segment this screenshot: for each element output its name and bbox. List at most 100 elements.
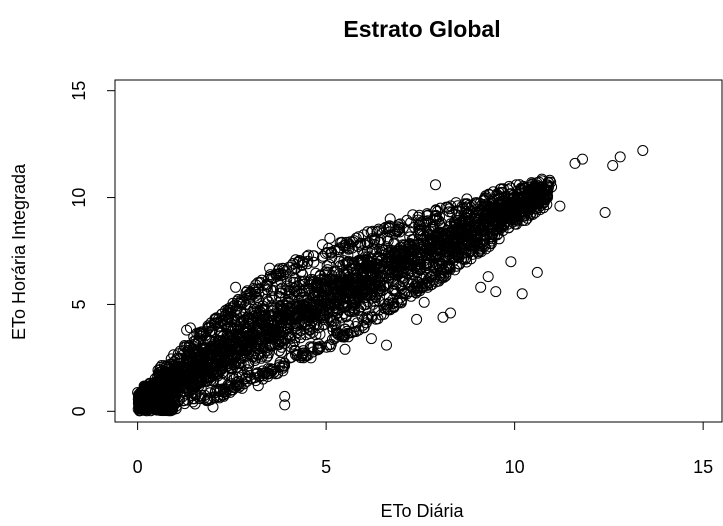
data-point	[312, 337, 324, 349]
data-point	[445, 307, 456, 319]
data-point	[272, 339, 284, 351]
data-point	[389, 273, 401, 285]
data-point	[262, 273, 274, 285]
data-point	[495, 211, 507, 223]
data-point	[387, 250, 399, 262]
data-point	[348, 258, 360, 270]
data-point	[569, 157, 581, 169]
data-point	[263, 347, 275, 359]
data-point	[277, 360, 288, 372]
data-point	[335, 270, 346, 282]
data-point	[232, 293, 244, 305]
data-point	[339, 292, 351, 303]
data-point	[422, 281, 434, 293]
data-point	[279, 390, 291, 402]
data-point	[218, 389, 229, 401]
data-point	[283, 288, 295, 300]
data-point	[504, 188, 516, 200]
data-point	[295, 332, 307, 344]
data-point	[382, 221, 394, 233]
data-point	[463, 224, 474, 236]
data-point	[369, 234, 381, 245]
data-point	[361, 253, 373, 265]
data-point	[192, 359, 204, 371]
data-point	[490, 286, 502, 298]
data-point	[370, 275, 382, 287]
data-point	[344, 236, 356, 248]
data-point	[148, 398, 160, 410]
data-point	[291, 350, 303, 362]
data-point	[279, 399, 291, 411]
data-point	[327, 283, 339, 295]
data-point	[477, 218, 489, 230]
data-point	[259, 305, 271, 316]
data-point	[212, 391, 224, 403]
y-tick-label: 15	[69, 81, 89, 101]
data-point	[181, 324, 193, 336]
data-point	[135, 388, 147, 400]
data-point	[411, 263, 423, 275]
data-point	[516, 288, 528, 300]
data-point	[351, 265, 362, 277]
data-point	[414, 218, 426, 230]
data-point	[198, 343, 210, 355]
data-point	[436, 267, 448, 278]
data-point	[179, 341, 191, 353]
data-point	[290, 262, 302, 274]
data-point	[505, 256, 517, 268]
data-point	[196, 326, 208, 338]
data-point	[304, 341, 316, 353]
data-point	[482, 271, 494, 283]
data-point	[407, 209, 419, 221]
data-point	[366, 311, 378, 323]
data-point	[577, 153, 588, 165]
data-point	[390, 279, 402, 290]
data-point	[484, 231, 496, 243]
data-point	[175, 380, 187, 392]
data-point	[308, 289, 320, 301]
data-point	[322, 297, 333, 309]
y-axis-label: ETo Horária Integrada	[9, 163, 29, 340]
data-point	[324, 232, 336, 244]
data-point	[376, 243, 388, 255]
data-point	[372, 313, 384, 325]
data-point	[434, 270, 446, 282]
data-point	[436, 272, 448, 284]
data-point	[256, 368, 268, 379]
data-point	[172, 348, 184, 360]
data-point	[316, 239, 328, 251]
data-point	[373, 304, 385, 316]
data-point	[182, 394, 194, 406]
data-point	[283, 328, 295, 340]
data-point	[331, 327, 343, 339]
data-point	[276, 287, 288, 299]
data-point	[230, 304, 242, 316]
data-point	[321, 260, 333, 272]
data-point	[460, 230, 472, 242]
data-point	[495, 222, 507, 234]
data-point	[423, 273, 435, 285]
data-point	[307, 250, 319, 262]
data-point	[250, 352, 262, 364]
data-point	[396, 256, 408, 268]
data-point	[215, 383, 226, 395]
data-point	[379, 249, 391, 261]
data-point	[190, 388, 202, 400]
data-point	[163, 377, 175, 389]
data-point	[260, 367, 272, 379]
data-point	[322, 284, 334, 295]
data-point	[471, 197, 483, 209]
data-point	[248, 351, 260, 363]
data-point	[460, 202, 472, 214]
data-point	[176, 371, 188, 383]
data-point	[323, 339, 335, 351]
y-tick-label: 0	[69, 406, 89, 416]
data-point	[384, 226, 395, 238]
data-point	[382, 304, 394, 316]
data-point	[493, 193, 505, 205]
data-point	[381, 339, 392, 351]
data-points	[132, 145, 649, 417]
data-point	[207, 401, 219, 413]
data-point	[361, 245, 373, 257]
data-point	[316, 295, 328, 307]
